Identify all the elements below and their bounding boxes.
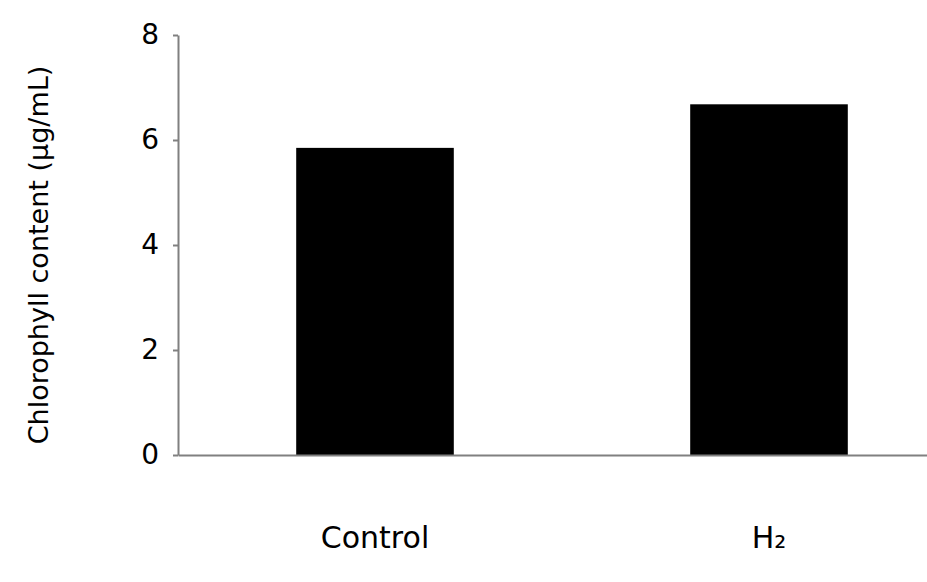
bars: [296, 104, 848, 455]
y-tick-label: 8: [141, 18, 159, 51]
bar: [690, 104, 848, 455]
y-tick: 4: [141, 228, 178, 261]
x-tick: Control: [321, 455, 429, 555]
x-tick-label: H₂: [752, 520, 787, 555]
y-tick-mark: [173, 245, 178, 247]
y-tick: 8: [141, 18, 178, 51]
y-tick-mark: [173, 455, 178, 457]
y-tick-label: 0: [141, 438, 159, 471]
y-tick: 6: [141, 123, 178, 156]
y-tick-mark: [173, 35, 178, 37]
x-axis-line: [179, 455, 927, 457]
y-axis: 0 2 4 6 8: [141, 18, 178, 471]
y-tick-label: 4: [141, 228, 159, 261]
y-tick-mark: [173, 350, 178, 352]
x-axis: Control H₂: [179, 455, 927, 555]
y-tick-mark: [173, 140, 178, 142]
y-axis-title: Chlorophyll content (µg/mL): [23, 66, 54, 445]
x-tick: H₂: [752, 455, 787, 555]
x-tick-label: Control: [321, 520, 429, 555]
y-tick-label: 2: [141, 333, 159, 366]
chart: 0 2 4 6 8 Control H₂ Chlorophyll content (µg/mL…: [0, 0, 927, 582]
y-tick-label: 6: [141, 123, 159, 156]
bar: [296, 148, 454, 455]
y-tick: 2: [141, 333, 178, 366]
y-tick: 0: [141, 438, 178, 471]
